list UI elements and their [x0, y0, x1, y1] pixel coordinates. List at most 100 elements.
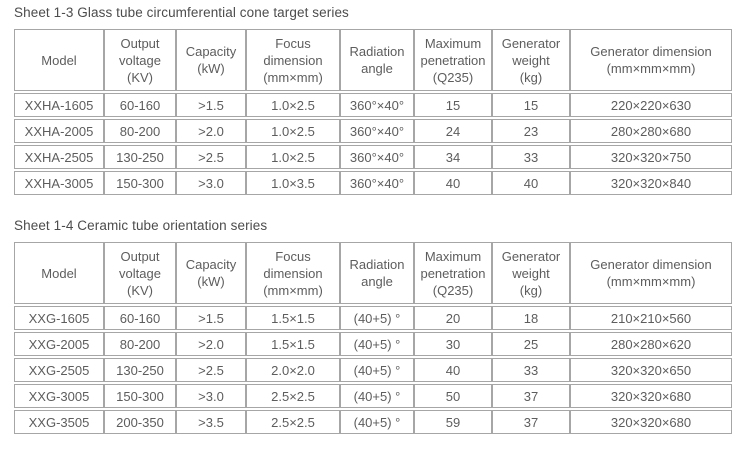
ceramic-tube-series-table: Model Output voltage (KV) Capacity (kW) Foc… — [14, 240, 732, 436]
table-row: XXG-2005 80-200 >2.0 1.5×1.5 (40+5) ° 30 25 280… — [14, 332, 732, 356]
cell: 34 — [414, 145, 492, 169]
cell: 59 — [414, 410, 492, 434]
cell: >3.0 — [176, 384, 246, 408]
ceramic-tube-series-section: Sheet 1-4 Ceramic tube orientation serie… — [14, 218, 732, 436]
cell: XXG-1605 — [14, 306, 104, 330]
cell: 30 — [414, 332, 492, 356]
column-header: Output voltage (KV) — [104, 242, 176, 304]
cell: 37 — [492, 410, 570, 434]
table-row: XXHA-2505 130-250 >2.5 1.0×2.5 360°×40° 34 33 3… — [14, 145, 732, 169]
cell: 1.5×1.5 — [246, 306, 340, 330]
cell: XXG-2505 — [14, 358, 104, 382]
cell: 210×210×560 — [570, 306, 732, 330]
table-row: XXHA-2005 80-200 >2.0 1.0×2.5 360°×40° 24 23 28… — [14, 119, 732, 143]
cell: 25 — [492, 332, 570, 356]
cell: 1.5×1.5 — [246, 332, 340, 356]
cell: 220×220×630 — [570, 93, 732, 117]
cell: 33 — [492, 358, 570, 382]
column-header: Capacity (kW) — [176, 242, 246, 304]
glass-tube-series-section: Sheet 1-3 Glass tube circumferential con… — [14, 5, 732, 197]
cell: >2.0 — [176, 119, 246, 143]
cell: 33 — [492, 145, 570, 169]
cell: XXHA-3005 — [14, 171, 104, 195]
cell: (40+5) ° — [340, 384, 414, 408]
column-header: Output voltage (KV) — [104, 29, 176, 91]
cell: 320×320×680 — [570, 410, 732, 434]
column-header: Generator weight (kg) — [492, 29, 570, 91]
table-row: XXG-3005 150-300 >3.0 2.5×2.5 (40+5) ° 50 37 32… — [14, 384, 732, 408]
cell: 50 — [414, 384, 492, 408]
cell: 280×280×680 — [570, 119, 732, 143]
spec-sheet-page: Sheet 1-3 Glass tube circumferential con… — [14, 5, 732, 436]
cell: 280×280×620 — [570, 332, 732, 356]
cell: >3.0 — [176, 171, 246, 195]
cell: XXHA-2505 — [14, 145, 104, 169]
cell: XXG-3505 — [14, 410, 104, 434]
cell: 60-160 — [104, 306, 176, 330]
column-header: Radiation angle — [340, 242, 414, 304]
cell: >1.5 — [176, 306, 246, 330]
cell: 24 — [414, 119, 492, 143]
cell: XXG-3005 — [14, 384, 104, 408]
cell: 200-350 — [104, 410, 176, 434]
cell: 2.0×2.0 — [246, 358, 340, 382]
column-header: Maximum penetration (Q235) — [414, 242, 492, 304]
cell: 15 — [492, 93, 570, 117]
cell: 40 — [414, 171, 492, 195]
column-header: Radiation angle — [340, 29, 414, 91]
cell: 360°×40° — [340, 171, 414, 195]
cell: 23 — [492, 119, 570, 143]
cell: >2.5 — [176, 358, 246, 382]
cell: 2.5×2.5 — [246, 410, 340, 434]
header-row: Model Output voltage (KV) Capacity (kW) Foc… — [14, 29, 732, 91]
column-header: Capacity (kW) — [176, 29, 246, 91]
cell: (40+5) ° — [340, 358, 414, 382]
cell: 1.0×3.5 — [246, 171, 340, 195]
cell: 320×320×840 — [570, 171, 732, 195]
cell: 360°×40° — [340, 119, 414, 143]
column-header: Generator dimension (mm×mm×mm) — [570, 242, 732, 304]
cell: 1.0×2.5 — [246, 93, 340, 117]
cell: 37 — [492, 384, 570, 408]
glass-tube-series-table: Model Output voltage (KV) Capacity (kW) Foc… — [14, 27, 732, 197]
cell: XXHA-1605 — [14, 93, 104, 117]
cell: 150-300 — [104, 171, 176, 195]
table-row: XXHA-1605 60-160 >1.5 1.0×2.5 360°×40° 15 15 22… — [14, 93, 732, 117]
cell: >1.5 — [176, 93, 246, 117]
column-header: Model — [14, 29, 104, 91]
header-row: Model Output voltage (KV) Capacity (kW) Foc… — [14, 242, 732, 304]
column-header: Generator dimension (mm×mm×mm) — [570, 29, 732, 91]
cell: >2.0 — [176, 332, 246, 356]
cell: 320×320×650 — [570, 358, 732, 382]
cell: 150-300 — [104, 384, 176, 408]
cell: 40 — [414, 358, 492, 382]
cell: (40+5) ° — [340, 410, 414, 434]
sheet-1-4-title: Sheet 1-4 Ceramic tube orientation serie… — [14, 218, 268, 233]
cell: 360°×40° — [340, 93, 414, 117]
cell: 320×320×680 — [570, 384, 732, 408]
column-header: Focus dimension (mm×mm) — [246, 242, 340, 304]
cell: 130-250 — [104, 358, 176, 382]
column-header: Model — [14, 242, 104, 304]
column-header: Generator weight (kg) — [492, 242, 570, 304]
cell: XXHA-2005 — [14, 119, 104, 143]
cell: >2.5 — [176, 145, 246, 169]
cell: 320×320×750 — [570, 145, 732, 169]
cell: 360°×40° — [340, 145, 414, 169]
cell: XXG-2005 — [14, 332, 104, 356]
cell: 60-160 — [104, 93, 176, 117]
table-row: XXHA-3005 150-300 >3.0 1.0×3.5 360°×40° 40 40 3… — [14, 171, 732, 195]
table-row: XXG-3505 200-350 >3.5 2.5×2.5 (40+5) ° 59 37 32… — [14, 410, 732, 434]
cell: 80-200 — [104, 332, 176, 356]
cell: 40 — [492, 171, 570, 195]
table-row: XXG-1605 60-160 >1.5 1.5×1.5 (40+5) ° 20 18 210… — [14, 306, 732, 330]
column-header: Focus dimension (mm×mm) — [246, 29, 340, 91]
cell: 1.0×2.5 — [246, 119, 340, 143]
column-header: Maximum penetration (Q235) — [414, 29, 492, 91]
cell: 1.0×2.5 — [246, 145, 340, 169]
cell: 130-250 — [104, 145, 176, 169]
table-row: XXG-2505 130-250 >2.5 2.0×2.0 (40+5) ° 40 33 32… — [14, 358, 732, 382]
cell: 15 — [414, 93, 492, 117]
cell: 20 — [414, 306, 492, 330]
cell: 80-200 — [104, 119, 176, 143]
